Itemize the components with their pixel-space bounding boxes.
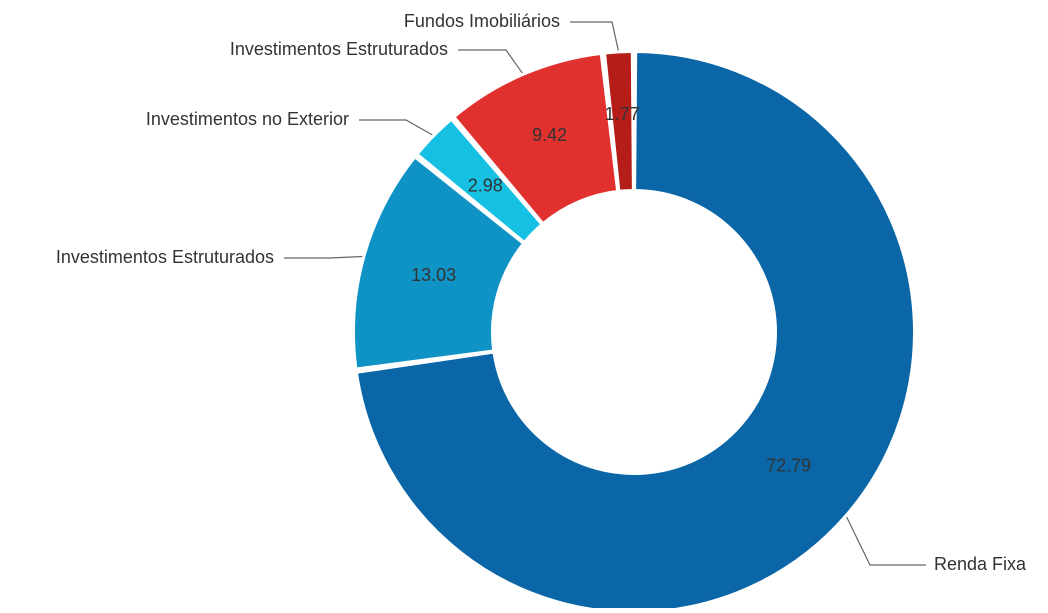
value-label-investimentos-no-exterior-2: 2.98 (468, 175, 503, 195)
slices-layer (353, 51, 915, 613)
value-label-investimentos-estruturados-3: 9.42 (532, 125, 567, 145)
value-label-renda-fixa-0: 72.79 (766, 455, 811, 475)
value-labels-layer: 72.79 13.03 2.98 9.42 1.77 (411, 104, 811, 475)
slice-investimentos-no-exterior-2[interactable] (416, 118, 543, 243)
category-label-investimentos-no-exterior-2: Investimentos no Exterior (146, 109, 349, 129)
category-label-renda-fixa-0: Renda Fixa (934, 554, 1027, 574)
value-label-investimentos-estruturados-1: 13.03 (411, 265, 456, 285)
slice-investimentos-estruturados-1[interactable] (353, 156, 524, 370)
slice-renda-fixa-0[interactable] (355, 51, 915, 613)
leader-line-investimentos-estruturados-3 (458, 49, 523, 74)
slice-investimentos-estruturados-3[interactable] (453, 52, 619, 224)
leader-lines-layer (284, 21, 926, 566)
leader-line-investimentos-estruturados-1 (284, 255, 363, 259)
category-label-investimentos-estruturados-1: Investimentos Estruturados (56, 247, 274, 267)
labels-layer: Renda Fixa Investimentos Estruturados Inve… (56, 11, 1027, 574)
category-label-investimentos-estruturados-3: Investimentos Estruturados (230, 39, 448, 59)
leader-line-fundos-imobiliarios-4 (570, 21, 619, 51)
leader-line-investimentos-no-exterior-2 (359, 119, 433, 136)
category-label-fundos-imobiliarios-4: Fundos Imobiliários (404, 11, 560, 31)
value-label-fundos-imobiliarios-4: 1.77 (605, 104, 640, 124)
leader-line-renda-fixa-0 (846, 516, 926, 566)
slice-fundos-imobiliarios-4[interactable] (604, 51, 634, 192)
